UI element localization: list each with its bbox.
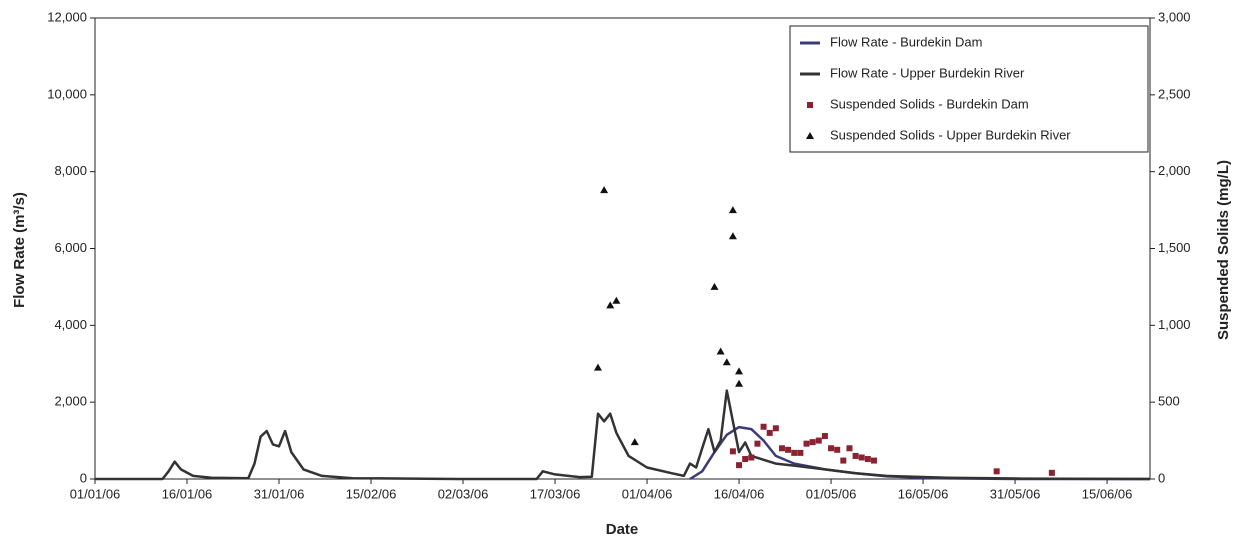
x-tick-label: 31/05/06 [990,486,1041,501]
y2-tick-label: 2,000 [1158,163,1191,178]
y-tick-label: 4,000 [54,317,87,332]
y2-tick-label: 1,000 [1158,317,1191,332]
data-point [778,445,785,452]
data-point [864,456,871,463]
data-point [736,462,743,469]
data-point [828,445,835,452]
data-point [630,438,639,446]
x-tick-label: 16/04/06 [714,486,765,501]
x-tick-label: 01/05/06 [806,486,857,501]
y2-tick-label: 0 [1158,470,1165,485]
data-point [722,358,731,366]
data-point [766,429,773,436]
data-point [852,452,859,459]
legend-marker [807,102,813,108]
flow-line [689,425,1150,481]
x-tick-label: 02/03/06 [438,486,489,501]
x-tick-label: 31/01/06 [254,486,305,501]
y-tick-label: 12,000 [47,9,87,24]
y-tick-label: 0 [80,470,87,485]
data-point [797,449,804,456]
data-point [748,454,755,461]
legend-marker [806,132,814,139]
y2-tick-label: 1,500 [1158,240,1191,255]
data-point [716,347,725,355]
y2-tick-label: 3,000 [1158,9,1191,24]
data-point [760,423,767,430]
data-point [593,363,602,371]
data-point [803,440,810,447]
y2-tick-label: 500 [1158,394,1180,409]
data-point [821,432,828,439]
x-tick-label: 16/05/06 [898,486,949,501]
x-axis-title: Date [606,521,639,538]
x-tick-label: 01/01/06 [70,486,121,501]
flow-line [95,389,1151,481]
data-point [791,449,798,456]
y-tick-label: 8,000 [54,163,87,178]
data-point [858,454,865,461]
legend-label: Flow Rate - Upper Burdekin River [830,65,1025,80]
data-point [600,186,609,194]
data-point [710,282,719,290]
legend-label: Suspended Solids - Burdekin Dam [830,96,1029,111]
data-point [728,206,737,214]
data-point [606,301,615,309]
y2-tick-label: 2,500 [1158,86,1191,101]
data-point [1048,469,1055,476]
data-point [834,446,841,453]
y-tick-label: 2,000 [54,394,87,409]
y-tick-label: 6,000 [54,240,87,255]
legend-label: Suspended Solids - Upper Burdekin River [830,127,1071,142]
data-point [809,439,816,446]
x-tick-label: 15/02/06 [346,486,397,501]
data-point [772,425,779,432]
data-point [785,446,792,453]
x-tick-label: 01/04/06 [622,486,673,501]
data-point [815,437,822,444]
data-point [846,445,853,452]
data-point [742,456,749,463]
legend-label: Flow Rate - Burdekin Dam [830,34,982,49]
x-tick-label: 17/03/06 [530,486,581,501]
data-point [735,367,744,375]
data-point [840,457,847,464]
x-tick-label: 16/01/06 [162,486,213,501]
legend-box [789,25,1149,153]
y-tick-label: 10,000 [47,86,87,101]
data-point [735,379,744,387]
y-axis-title: Flow Rate (m³/s) [11,192,28,308]
data-point [754,440,761,447]
x-tick-label: 15/06/06 [1082,486,1133,501]
data-point [612,296,621,304]
y2-axis-title: Suspended Solids (mg/L) [1215,160,1232,340]
data-point [729,448,736,455]
data-point [870,457,877,464]
data-point [993,468,1000,475]
data-point [728,232,737,240]
